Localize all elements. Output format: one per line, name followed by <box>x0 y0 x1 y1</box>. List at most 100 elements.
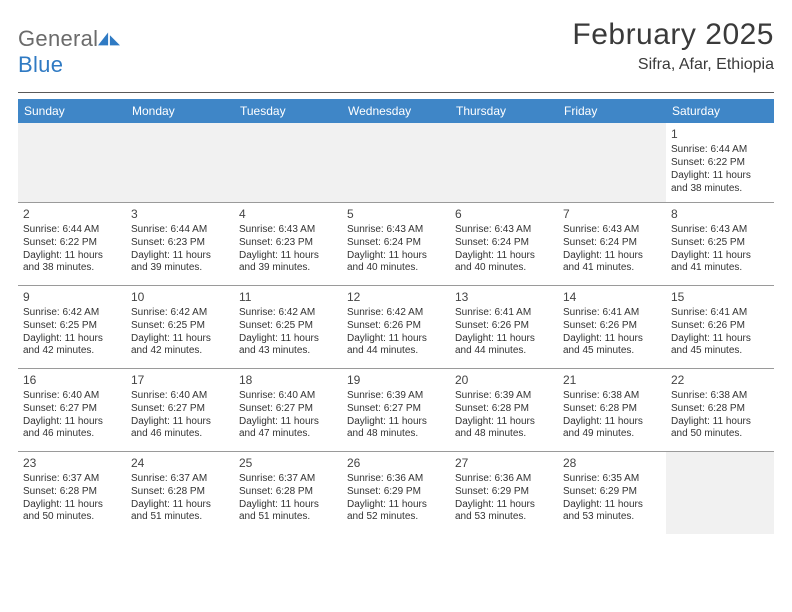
calendar-day: 3 Sunrise: 6:44 AMSunset: 6:23 PMDaylight… <box>126 203 234 285</box>
day-number: 1 <box>671 127 769 142</box>
day-number: 11 <box>239 290 337 305</box>
day-number: 10 <box>131 290 229 305</box>
sunrise-line: Sunrise: 6:37 AM <box>23 473 121 486</box>
sunset-line: Sunset: 6:28 PM <box>239 486 337 499</box>
sunrise-line: Sunrise: 6:41 AM <box>563 307 661 320</box>
sunrise-line: Sunrise: 6:43 AM <box>347 224 445 237</box>
sunrise-line: Sunrise: 6:35 AM <box>563 473 661 486</box>
sunrise-line: Sunrise: 6:40 AM <box>239 390 337 403</box>
sunset-line: Sunset: 6:28 PM <box>455 403 553 416</box>
sunrise-line: Sunrise: 6:41 AM <box>455 307 553 320</box>
sunrise-line: Sunrise: 6:43 AM <box>671 224 769 237</box>
sunset-line: Sunset: 6:24 PM <box>347 237 445 250</box>
calendar-week: 9Sunrise: 6:42 AMSunset: 6:25 PMDaylight… <box>18 285 774 368</box>
day-number: 7 <box>563 207 661 222</box>
calendar-day: 7Sunrise: 6:43 AMSunset: 6:24 PMDaylight… <box>558 203 666 285</box>
sunset-line: Sunset: 6:22 PM <box>23 237 121 250</box>
sunrise-line: Sunrise: 6:41 AM <box>671 307 769 320</box>
calendar-week: 2Sunrise: 6:44 AMSunset: 6:22 PMDaylight… <box>18 202 774 285</box>
sunrise-line: Sunrise: 6:43 AM <box>239 224 337 237</box>
calendar-week: 1Sunrise: 6:44 AMSunset: 6:22 PMDaylight… <box>18 123 774 202</box>
dow-friday: Friday <box>558 99 666 123</box>
dow-wednesday: Wednesday <box>342 99 450 123</box>
sunrise-line: Sunrise: 6:44 AM <box>131 224 229 237</box>
sunrise-line: Sunrise: 6:43 AM <box>455 224 553 237</box>
sunset-line: Sunset: 6:29 PM <box>347 486 445 499</box>
day-number: 23 <box>23 456 121 471</box>
calendar-day: 4Sunrise: 6:43 AMSunset: 6:23 PMDaylight… <box>234 203 342 285</box>
calendar-week: 16Sunrise: 6:40 AMSunset: 6:27 PMDayligh… <box>18 368 774 451</box>
sunset-line: Sunset: 6:26 PM <box>455 320 553 333</box>
title-block: February 2025 Sifra, Afar, Ethiopia <box>572 18 774 74</box>
sunrise-line: Sunrise: 6:38 AM <box>563 390 661 403</box>
day-number: 24 <box>131 456 229 471</box>
calendar-day: 19Sunrise: 6:39 AMSunset: 6:27 PMDayligh… <box>342 369 450 451</box>
daylight-line: Daylight: 11 hours and 38 minutes. <box>23 250 121 276</box>
sunset-line: Sunset: 6:28 PM <box>671 403 769 416</box>
calendar-day: 6Sunrise: 6:43 AMSunset: 6:24 PMDaylight… <box>450 203 558 285</box>
sunset-line: Sunset: 6:28 PM <box>131 486 229 499</box>
daylight-line: Daylight: 11 hours and 40 minutes. <box>455 250 553 276</box>
sunrise-line: Sunrise: 6:40 AM <box>23 390 121 403</box>
calendar-day-empty <box>558 123 666 202</box>
day-number: 21 <box>563 373 661 388</box>
daylight-line: Daylight: 11 hours and 43 minutes. <box>239 333 337 359</box>
sunset-line: Sunset: 6:26 PM <box>347 320 445 333</box>
calendar-day: 1Sunrise: 6:44 AMSunset: 6:22 PMDaylight… <box>666 123 774 202</box>
daylight-line: Daylight: 11 hours and 53 minutes. <box>563 499 661 525</box>
calendar-week: 23Sunrise: 6:37 AMSunset: 6:28 PMDayligh… <box>18 451 774 534</box>
sunset-line: Sunset: 6:26 PM <box>563 320 661 333</box>
sunset-line: Sunset: 6:27 PM <box>347 403 445 416</box>
calendar-day: 9Sunrise: 6:42 AMSunset: 6:25 PMDaylight… <box>18 286 126 368</box>
day-of-week-header: Sunday Monday Tuesday Wednesday Thursday… <box>18 99 774 123</box>
calendar-day: 15Sunrise: 6:41 AMSunset: 6:26 PMDayligh… <box>666 286 774 368</box>
sunset-line: Sunset: 6:28 PM <box>563 403 661 416</box>
daylight-line: Daylight: 11 hours and 49 minutes. <box>563 416 661 442</box>
day-number: 9 <box>23 290 121 305</box>
calendar-day: 22Sunrise: 6:38 AMSunset: 6:28 PMDayligh… <box>666 369 774 451</box>
calendar-day: 5Sunrise: 6:43 AMSunset: 6:24 PMDaylight… <box>342 203 450 285</box>
calendar-day-empty <box>18 123 126 202</box>
dow-monday: Monday <box>126 99 234 123</box>
sunset-line: Sunset: 6:23 PM <box>239 237 337 250</box>
daylight-line: Daylight: 11 hours and 51 minutes. <box>239 499 337 525</box>
calendar-day: 20Sunrise: 6:39 AMSunset: 6:28 PMDayligh… <box>450 369 558 451</box>
day-number: 5 <box>347 207 445 222</box>
sunset-line: Sunset: 6:27 PM <box>131 403 229 416</box>
sunset-line: Sunset: 6:24 PM <box>455 237 553 250</box>
calendar-day: 21 Sunrise: 6:38 AMSunset: 6:28 PMDayligh… <box>558 369 666 451</box>
calendar-day: 16Sunrise: 6:40 AMSunset: 6:27 PMDayligh… <box>18 369 126 451</box>
sunset-line: Sunset: 6:28 PM <box>23 486 121 499</box>
daylight-line: Daylight: 11 hours and 42 minutes. <box>131 333 229 359</box>
calendar-page: General Blue February 2025 Sifra, Afar, … <box>0 0 792 612</box>
day-number: 14 <box>563 290 661 305</box>
day-number: 22 <box>671 373 769 388</box>
sunset-line: Sunset: 6:27 PM <box>23 403 121 416</box>
daylight-line: Daylight: 11 hours and 46 minutes. <box>131 416 229 442</box>
day-number: 20 <box>455 373 553 388</box>
dow-tuesday: Tuesday <box>234 99 342 123</box>
daylight-line: Daylight: 11 hours and 39 minutes. <box>239 250 337 276</box>
month-title: February 2025 <box>572 18 774 52</box>
daylight-line: Daylight: 11 hours and 50 minutes. <box>23 499 121 525</box>
calendar-day: 25Sunrise: 6:37 AMSunset: 6:28 PMDayligh… <box>234 452 342 534</box>
brand-word1: General <box>18 26 98 51</box>
sunrise-line: Sunrise: 6:42 AM <box>23 307 121 320</box>
sunrise-line: Sunrise: 6:37 AM <box>239 473 337 486</box>
sunset-line: Sunset: 6:23 PM <box>131 237 229 250</box>
sunrise-line: Sunrise: 6:39 AM <box>347 390 445 403</box>
sunset-line: Sunset: 6:27 PM <box>239 403 337 416</box>
day-number: 2 <box>23 207 121 222</box>
daylight-line: Daylight: 11 hours and 42 minutes. <box>23 333 121 359</box>
dow-saturday: Saturday <box>666 99 774 123</box>
day-number: 3 <box>131 207 229 222</box>
daylight-line: Daylight: 11 hours and 44 minutes. <box>347 333 445 359</box>
daylight-line: Daylight: 11 hours and 46 minutes. <box>23 416 121 442</box>
sunrise-line: Sunrise: 6:36 AM <box>347 473 445 486</box>
daylight-line: Daylight: 11 hours and 44 minutes. <box>455 333 553 359</box>
sunrise-line: Sunrise: 6:43 AM <box>563 224 661 237</box>
calendar-grid: Sunday Monday Tuesday Wednesday Thursday… <box>18 99 774 534</box>
sunrise-line: Sunrise: 6:39 AM <box>455 390 553 403</box>
daylight-line: Daylight: 11 hours and 39 minutes. <box>131 250 229 276</box>
calendar-day-empty <box>666 452 774 534</box>
